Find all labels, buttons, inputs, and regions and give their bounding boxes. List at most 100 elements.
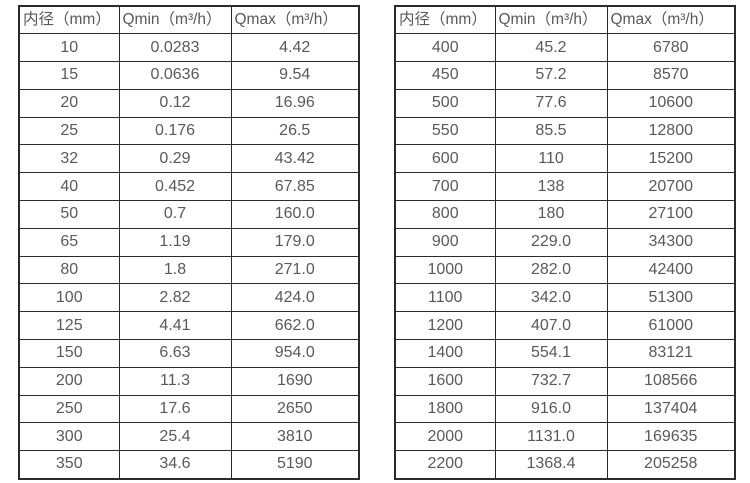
- table-cell: 300: [18, 422, 120, 452]
- table-row: 1100 342.0 51300: [394, 283, 736, 313]
- header-row: 内径（mm） Qmin（m³/h） Qmax（m³/h）: [394, 5, 736, 35]
- table-cell: 4.42: [230, 33, 360, 63]
- table-cell: 2.82: [118, 283, 232, 313]
- table-cell: 700: [394, 172, 496, 202]
- table-cell: 17.6: [118, 394, 232, 424]
- table-row: 80 1.8 271.0: [18, 255, 360, 285]
- table-cell: 20700: [606, 172, 736, 202]
- table-cell: 80: [18, 255, 120, 285]
- table-cell: 43.42: [230, 144, 360, 174]
- table-cell: 1800: [394, 394, 496, 424]
- table-cell: 20: [18, 88, 120, 118]
- table-row: 700 138 20700: [394, 172, 736, 202]
- table-cell: 954.0: [230, 339, 360, 368]
- table-cell: 27100: [606, 200, 736, 229]
- table-cell: 662.0: [230, 311, 360, 341]
- table-cell: 732.7: [494, 366, 608, 396]
- table-row: 450 57.2 8570: [394, 61, 736, 90]
- table-cell: 10: [18, 33, 120, 63]
- table-cell: 9.54: [230, 61, 360, 90]
- table-cell: 205258: [606, 450, 736, 480]
- table-row: 550 85.5 12800: [394, 116, 736, 146]
- table-cell: 26.5: [230, 116, 360, 146]
- table-cell: 0.12: [118, 88, 232, 118]
- table-row: 32 0.29 43.42: [18, 144, 360, 174]
- col-header-inner-diameter: 内径（mm）: [394, 5, 496, 35]
- table-row: 1200 407.0 61000: [394, 311, 736, 341]
- table-cell: 282.0: [494, 255, 608, 285]
- col-header-inner-diameter: 内径（mm）: [18, 5, 120, 35]
- table-cell: 600: [394, 144, 496, 174]
- table-row: 800 180 27100: [394, 200, 736, 229]
- table-cell: 108566: [606, 366, 736, 396]
- table-cell: 11.3: [118, 366, 232, 396]
- table-cell: 400: [394, 33, 496, 63]
- table-cell: 4.41: [118, 311, 232, 341]
- table-row: 300 25.4 3810: [18, 422, 360, 452]
- table-row: 1000 282.0 42400: [394, 255, 736, 285]
- table-cell: 3810: [230, 422, 360, 452]
- table-body: 400 45.2 6780 450 57.2 8570 500 77.6 10600 550 85.…: [394, 33, 736, 480]
- table-cell: 65: [18, 227, 120, 257]
- table-cell: 350: [18, 450, 120, 480]
- table-cell: 150: [18, 339, 120, 368]
- table-cell: 125: [18, 311, 120, 341]
- table-cell: 15200: [606, 144, 736, 174]
- table-row: 65 1.19 179.0: [18, 227, 360, 257]
- table-row: 20 0.12 16.96: [18, 88, 360, 118]
- table-cell: 800: [394, 200, 496, 229]
- table-cell: 0.29: [118, 144, 232, 174]
- table-cell: 77.6: [494, 88, 608, 118]
- table-cell: 1200: [394, 311, 496, 341]
- table-cell: 16.96: [230, 88, 360, 118]
- table-cell: 25.4: [118, 422, 232, 452]
- table-cell: 15: [18, 61, 120, 90]
- col-header-qmin: Qmin（m³/h）: [494, 5, 608, 35]
- table-row: 600 110 15200: [394, 144, 736, 174]
- table-body: 10 0.0283 4.42 15 0.0636 9.54 20 0.12 16.96 25 0.1…: [18, 33, 360, 480]
- table-cell: 169635: [606, 422, 736, 452]
- table-cell: 424.0: [230, 283, 360, 313]
- table-cell: 407.0: [494, 311, 608, 341]
- table-cell: 450: [394, 61, 496, 90]
- flow-rate-tables-container: 内径（mm） Qmin（m³/h） Qmax（m³/h） 10 0.0283 4.4…: [18, 5, 736, 480]
- table-cell: 550: [394, 116, 496, 146]
- table-row: 40 0.452 67.85: [18, 172, 360, 202]
- table-cell: 1690: [230, 366, 360, 396]
- table-cell: 2200: [394, 450, 496, 480]
- table-cell: 0.176: [118, 116, 232, 146]
- table-row: 900 229.0 34300: [394, 227, 736, 257]
- table-cell: 34300: [606, 227, 736, 257]
- table-row: 15 0.0636 9.54: [18, 61, 360, 90]
- table-header: 内径（mm） Qmin（m³/h） Qmax（m³/h）: [18, 5, 360, 35]
- table-row: 100 2.82 424.0: [18, 283, 360, 313]
- table-cell: 83121: [606, 339, 736, 368]
- table-cell: 160.0: [230, 200, 360, 229]
- table-cell: 61000: [606, 311, 736, 341]
- table-cell: 45.2: [494, 33, 608, 63]
- table-cell: 57.2: [494, 61, 608, 90]
- col-header-qmax: Qmax（m³/h）: [230, 5, 360, 35]
- header-row: 内径（mm） Qmin（m³/h） Qmax（m³/h）: [18, 5, 360, 35]
- table-row: 400 45.2 6780: [394, 33, 736, 63]
- table-cell: 2650: [230, 394, 360, 424]
- table-row: 200 11.3 1690: [18, 366, 360, 396]
- table-cell: 32: [18, 144, 120, 174]
- table-cell: 1000: [394, 255, 496, 285]
- table-cell: 229.0: [494, 227, 608, 257]
- table-cell: 1100: [394, 283, 496, 313]
- table-cell: 1.19: [118, 227, 232, 257]
- table-cell: 42400: [606, 255, 736, 285]
- table-row: 1600 732.7 108566: [394, 366, 736, 396]
- table-cell: 100: [18, 283, 120, 313]
- table-cell: 271.0: [230, 255, 360, 285]
- table-cell: 137404: [606, 394, 736, 424]
- table-cell: 0.0636: [118, 61, 232, 90]
- table-cell: 0.0283: [118, 33, 232, 63]
- table-row: 2000 1131.0 169635: [394, 422, 736, 452]
- table-cell: 8570: [606, 61, 736, 90]
- col-header-qmax: Qmax（m³/h）: [606, 5, 736, 35]
- table-row: 1800 916.0 137404: [394, 394, 736, 424]
- table-cell: 500: [394, 88, 496, 118]
- table-cell: 138: [494, 172, 608, 202]
